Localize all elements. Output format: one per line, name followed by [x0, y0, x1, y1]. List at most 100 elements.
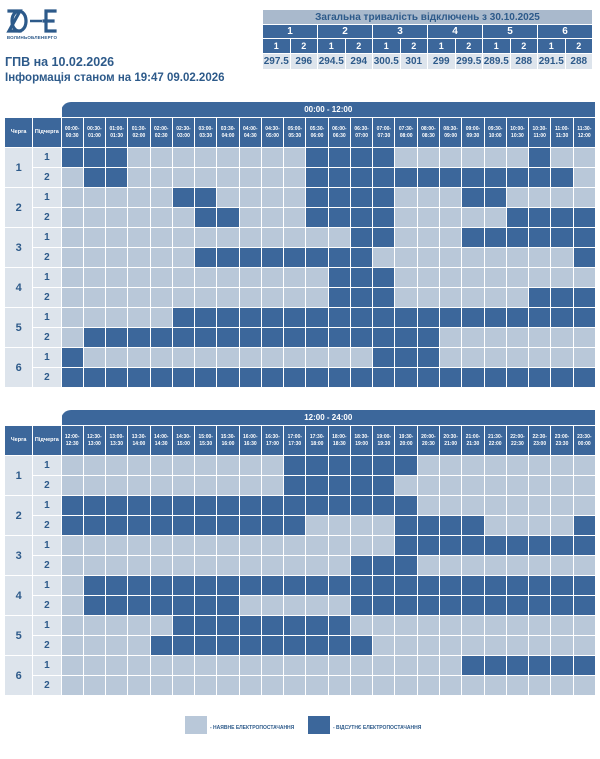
power-cell [439, 147, 463, 168]
time-slot-header: 16:30- 17:00 [260, 425, 285, 456]
subqueue-number: 2 [32, 287, 62, 308]
power-cell [238, 455, 262, 476]
time-slot-header: 12:00- 12:30 [60, 425, 84, 456]
power-cell [171, 675, 196, 696]
outage-cell [327, 615, 351, 636]
power-cell [105, 287, 129, 308]
outage-cell [550, 307, 574, 328]
outage-cell [260, 615, 285, 636]
power-cell [528, 555, 552, 576]
outage-cell [416, 515, 441, 536]
power-cell [105, 635, 129, 656]
power-cell [483, 147, 507, 168]
queue-number: 3 [3, 535, 34, 576]
time-slot-header: 02:00- 02:30 [149, 117, 173, 148]
queue-column-header: Черга [3, 425, 34, 456]
schedule-row: 2 [5, 287, 597, 308]
outage-cell [394, 167, 418, 188]
outage-cell [394, 515, 418, 536]
power-cell [238, 555, 262, 576]
outage-cell [260, 495, 285, 516]
outage-cell [194, 307, 218, 328]
time-slot-header: 22:30- 23:00 [528, 425, 552, 456]
power-cell [82, 675, 107, 696]
power-cell [461, 147, 485, 168]
power-cell [216, 535, 240, 556]
power-cell [439, 655, 463, 676]
summary-title-row: Загальна тривалість відключень з 30.10.2… [262, 9, 593, 25]
outage-cell [439, 575, 463, 596]
power-cell [194, 287, 218, 308]
outage-cell [349, 475, 374, 496]
power-cell [127, 207, 151, 228]
outage-cell [372, 455, 396, 476]
power-cell [572, 455, 597, 476]
outage-cell [149, 635, 173, 656]
time-slot-header: 00:30- 01:00 [82, 117, 107, 148]
subqueue-number: 2 [32, 167, 62, 188]
power-cell [528, 327, 552, 348]
outage-cell [283, 495, 307, 516]
outage-cell [461, 187, 485, 208]
subqueue-number: 1 [32, 455, 62, 476]
subqueue-number: 1 [32, 307, 62, 328]
power-cell [171, 655, 196, 676]
subqueue-number: 2 [32, 635, 62, 656]
outage-cell [461, 367, 485, 388]
summary-subqueue-header: 2 [344, 38, 373, 54]
outage-cell [372, 307, 396, 328]
outage-cell [82, 147, 107, 168]
summary-queue-header: 5 [482, 24, 538, 39]
summary-title: Загальна тривалість відключень з 30.10.2… [262, 9, 593, 25]
power-cell [394, 207, 418, 228]
outage-cell [550, 287, 574, 308]
outage-cell [194, 575, 218, 596]
outage-cell [216, 515, 240, 536]
subqueue-number: 1 [32, 187, 62, 208]
power-cell [505, 615, 530, 636]
power-cell [416, 207, 441, 228]
power-cell [60, 267, 84, 288]
power-cell [349, 615, 374, 636]
power-cell [171, 455, 196, 476]
power-cell [349, 675, 374, 696]
power-cell [105, 187, 129, 208]
power-cell [372, 515, 396, 536]
power-cell [149, 347, 173, 368]
subqueue-number: 1 [32, 347, 62, 368]
outage-cell [372, 555, 396, 576]
outage-cell [194, 495, 218, 516]
outage-cell [483, 167, 507, 188]
outage-cell [238, 615, 262, 636]
power-cell [439, 555, 463, 576]
power-cell [572, 675, 597, 696]
outage-cell [416, 535, 441, 556]
subqueue-number: 1 [32, 495, 62, 516]
outage-cell [283, 307, 307, 328]
summary-queue-header: 4 [427, 24, 483, 39]
power-cell [238, 535, 262, 556]
power-cell [149, 247, 173, 268]
outage-cell [439, 307, 463, 328]
period-label: 12:00 - 24:00 [60, 409, 596, 426]
outage-cell [82, 595, 107, 616]
power-cell [149, 535, 173, 556]
power-cell [461, 347, 485, 368]
power-cell [216, 655, 240, 676]
power-cell [372, 655, 396, 676]
power-cell [194, 475, 218, 496]
power-cell [461, 475, 485, 496]
time-slot-header: 14:00- 14:30 [149, 425, 173, 456]
outage-cell [505, 207, 530, 228]
power-cell [505, 495, 530, 516]
outage-cell [505, 307, 530, 328]
outage-cell [283, 367, 307, 388]
schedule-row: 2 [5, 635, 597, 656]
power-cell [149, 475, 173, 496]
power-cell [149, 555, 173, 576]
outage-cell [505, 227, 530, 248]
outage-cell [305, 615, 329, 636]
outage-cell [105, 575, 129, 596]
outage-cell [283, 615, 307, 636]
